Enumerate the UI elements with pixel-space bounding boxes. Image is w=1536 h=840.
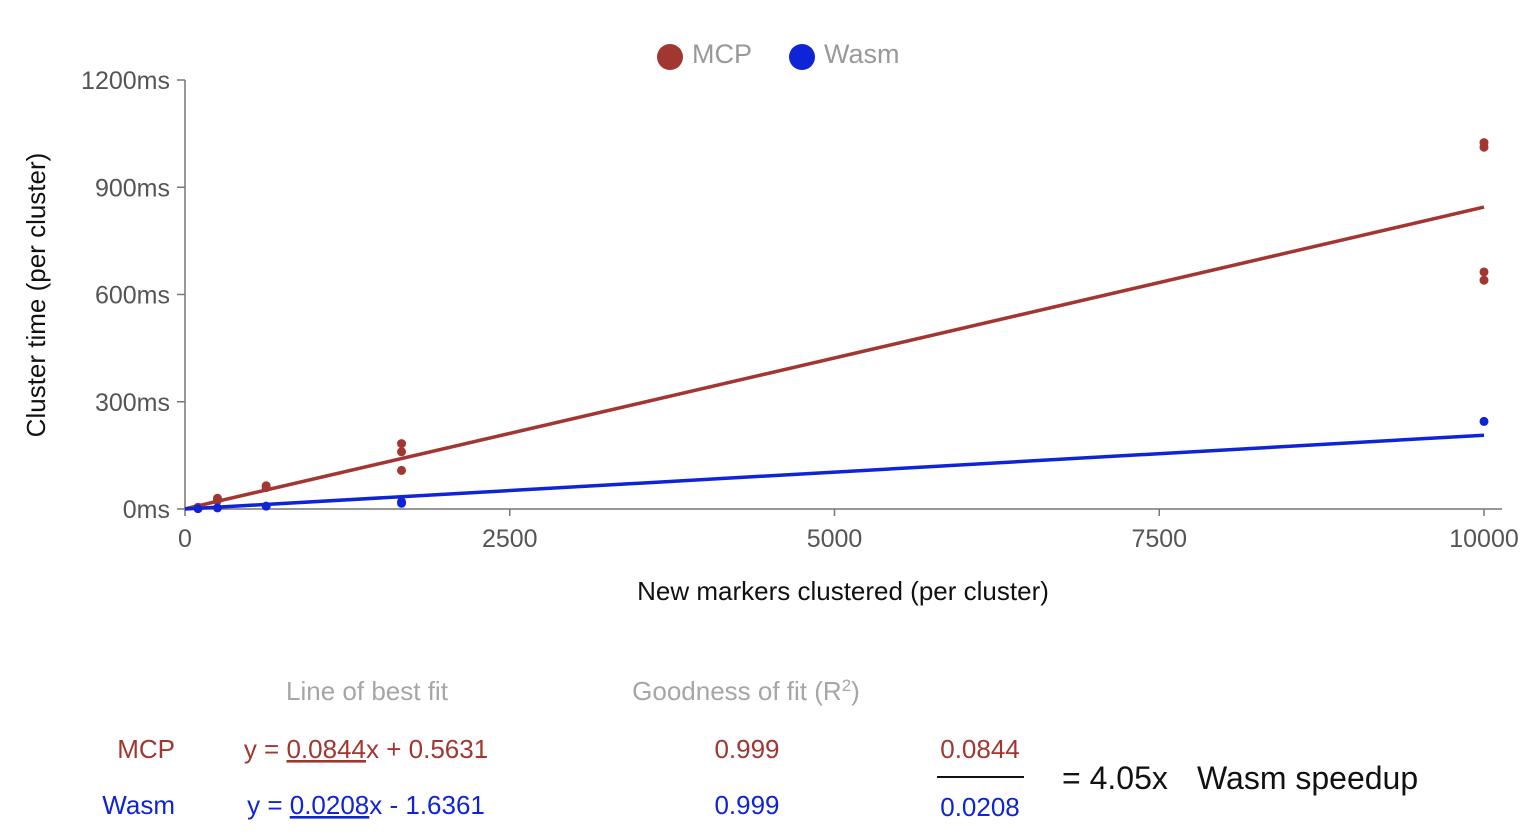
row-wasm-eq-suffix: x - 1.6361 (369, 790, 485, 820)
fraction-denominator: 0.0208 (940, 792, 1020, 822)
wasm-point (193, 504, 203, 514)
x-axis-title: New markers clustered (per cluster) (637, 576, 1049, 606)
x-tick-label: 0 (178, 525, 192, 553)
row-wasm-eq-prefix: y = (247, 790, 290, 820)
mcp-point (397, 447, 407, 457)
wasm-point (212, 503, 222, 513)
mcp-point (1479, 275, 1489, 285)
y-axis-title: Cluster time (per cluster) (21, 153, 51, 438)
wasm-point (397, 498, 407, 508)
speedup-value: = 4.05x (1062, 760, 1168, 796)
mcp-point (397, 465, 407, 475)
axes: 0 2500 5000 7500 10000 0ms 300ms 600ms 900ms 120… (81, 67, 1519, 553)
table-header-r2-sup: 2 (842, 676, 851, 695)
row-mcp-name: MCP (117, 734, 175, 764)
speedup-label: Wasm speedup (1197, 760, 1418, 796)
x-tick-label: 10000 (1449, 525, 1519, 553)
wasm-fit-line (184, 433, 1485, 511)
row-mcp-eq-prefix: y = (244, 734, 287, 764)
y-ticks: 0ms 300ms 600ms 900ms 1200ms (81, 67, 185, 524)
mcp-point (261, 483, 271, 493)
mcp-point (1479, 267, 1489, 277)
y-tick-label: 0ms (123, 496, 170, 524)
legend-mcp-label: MCP (692, 39, 752, 69)
row-wasm-name: Wasm (102, 790, 175, 820)
table-header-r2-close: ) (851, 676, 860, 706)
row-mcp-r2: 0.999 (714, 734, 779, 764)
x-tick-label: 5000 (807, 525, 863, 553)
fraction-numerator: 0.0844 (940, 734, 1020, 764)
x-tick-label: 2500 (482, 525, 538, 553)
legend-wasm-marker (789, 44, 815, 70)
table-header-r2: Goodness of fit (R2) (632, 676, 860, 707)
data-points (193, 138, 1489, 514)
legend: MCP Wasm (657, 39, 900, 70)
row-mcp-eq-suffix: x + 0.5631 (366, 734, 488, 764)
y-tick-label: 300ms (95, 389, 170, 417)
row-wasm-equation: y = 0.0208x - 1.6361 (247, 790, 485, 820)
y-tick-label: 900ms (95, 174, 170, 202)
row-mcp-equation: y = 0.0844x + 0.5631 (244, 734, 488, 764)
row-wasm-slope: 0.0208 (290, 790, 370, 820)
fit-table: Line of best fit Goodness of fit (R2) MC… (102, 676, 1418, 823)
y-tick-label: 600ms (95, 282, 170, 310)
y-tick-label: 1200ms (81, 67, 170, 95)
wasm-point (261, 501, 271, 511)
row-mcp-slope: 0.0844 (286, 734, 366, 764)
mcp-point (212, 495, 222, 505)
mcp-point (397, 439, 407, 449)
table-header-fit: Line of best fit (286, 676, 449, 706)
mcp-point (1479, 142, 1489, 152)
x-tick-label: 7500 (1131, 525, 1187, 553)
x-ticks: 0 2500 5000 7500 10000 (178, 509, 1519, 553)
row-wasm-r2: 0.999 (714, 790, 779, 820)
mcp-fit-line (184, 205, 1485, 511)
table-header-r2-text: Goodness of fit (R (632, 676, 842, 706)
wasm-point (1479, 416, 1489, 426)
legend-wasm-label: Wasm (824, 39, 900, 69)
fit-lines (184, 205, 1485, 511)
legend-mcp-marker (657, 44, 683, 70)
